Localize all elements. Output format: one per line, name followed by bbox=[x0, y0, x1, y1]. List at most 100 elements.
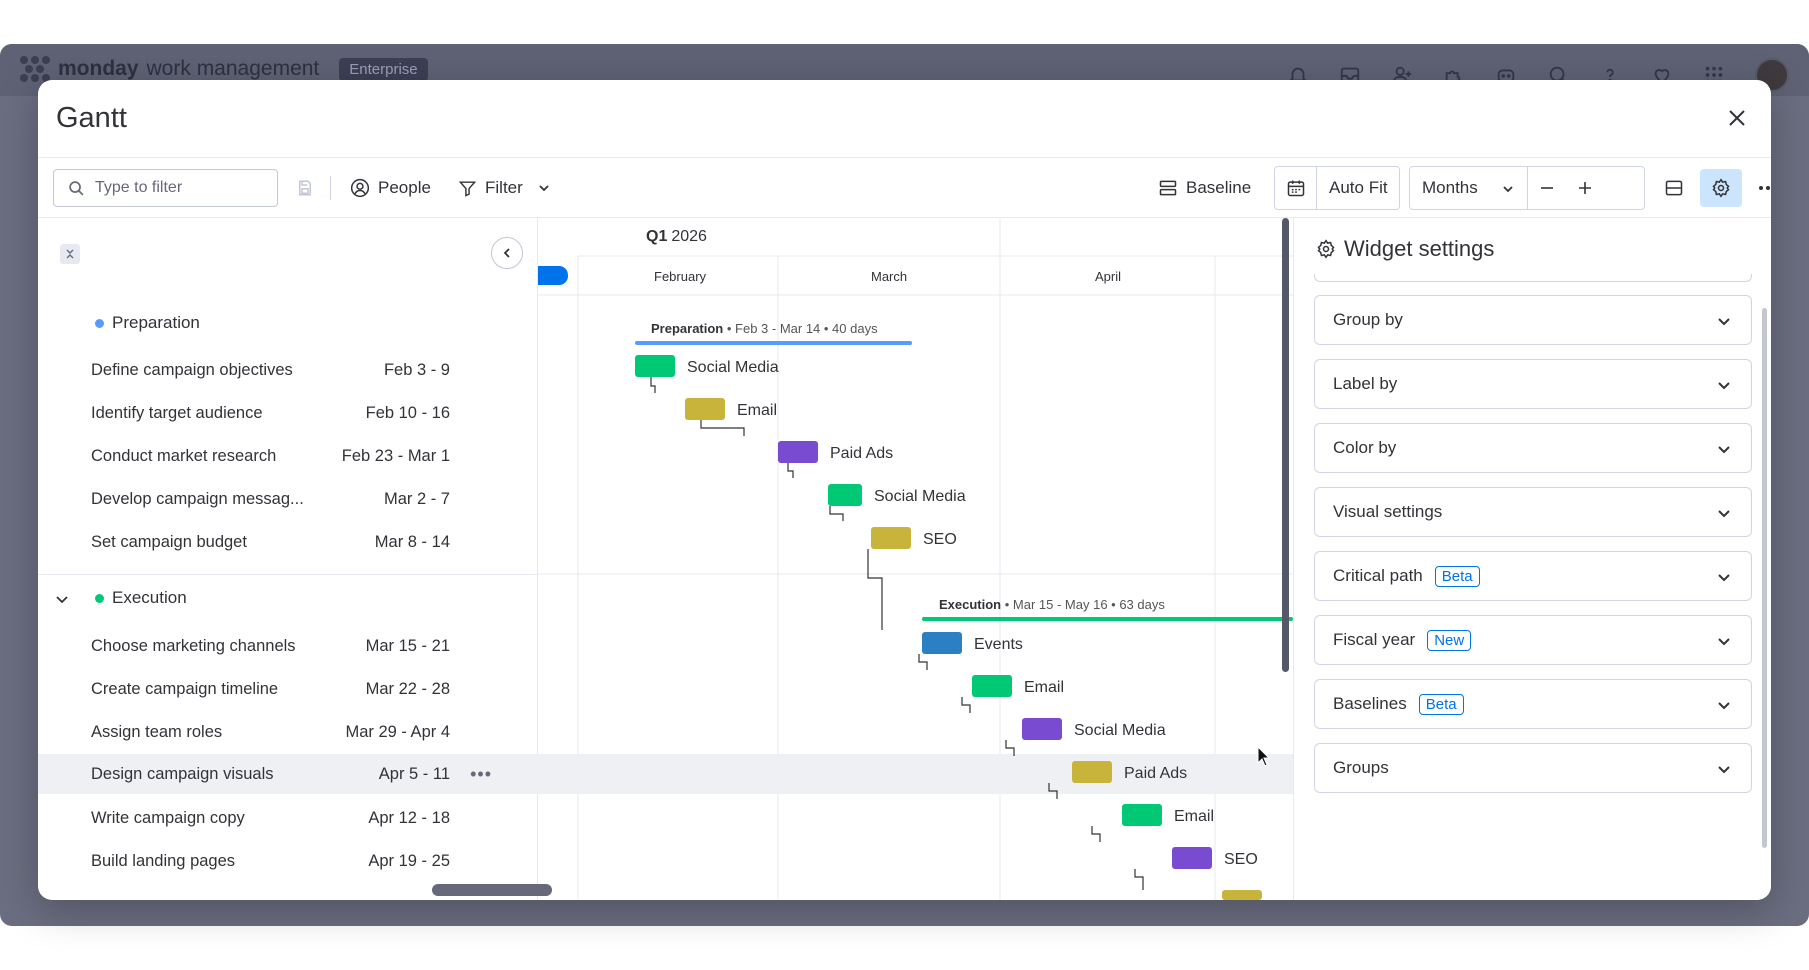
task-bar-label: Paid Ads bbox=[830, 445, 893, 462]
task-bar[interactable] bbox=[685, 398, 725, 420]
people-filter-button[interactable]: People bbox=[344, 169, 437, 207]
calendar-button[interactable] bbox=[1275, 167, 1317, 209]
save-icon bbox=[299, 180, 311, 196]
settings-item-label: Visual settings bbox=[1333, 502, 1443, 521]
task-bar[interactable] bbox=[922, 632, 962, 654]
settings-fiscal-year[interactable]: Fiscal year New bbox=[1314, 615, 1752, 665]
task-date: Mar 15 - 21 bbox=[365, 637, 450, 655]
zoom-out-button[interactable] bbox=[1528, 167, 1566, 209]
task-row[interactable]: Develop campaign messag... Mar 2 - 7 bbox=[38, 481, 538, 518]
group-summary-execution: Execution • Mar 15 - May 16 • 63 days bbox=[939, 597, 1165, 612]
settings-baselines[interactable]: Baselines Beta bbox=[1314, 679, 1752, 729]
chevron-down-icon bbox=[1718, 766, 1730, 774]
task-row[interactable]: Build landing pages Apr 19 - 25 bbox=[38, 843, 538, 880]
task-bar[interactable] bbox=[871, 527, 911, 549]
group-header-preparation[interactable]: Preparation bbox=[38, 303, 538, 343]
heart-icon[interactable] bbox=[1651, 64, 1673, 86]
task-bar-group[interactable]: Social Media bbox=[635, 355, 779, 377]
modal-title: Gantt bbox=[56, 102, 127, 134]
chevron-down-icon[interactable] bbox=[54, 591, 70, 607]
group-bar-preparation[interactable] bbox=[635, 341, 912, 345]
settings-group-by[interactable]: Group by bbox=[1314, 295, 1752, 345]
chevron-down-icon bbox=[539, 185, 549, 192]
task-bar[interactable] bbox=[635, 355, 675, 377]
task-bar-partial[interactable] bbox=[1222, 890, 1262, 900]
settings-color-by[interactable]: Color by bbox=[1314, 423, 1752, 473]
task-row[interactable]: Set campaign budget Mar 8 - 14 bbox=[38, 524, 538, 561]
close-icon bbox=[1729, 110, 1745, 126]
task-bar-group[interactable]: Paid Ads bbox=[778, 441, 893, 463]
settings-label-by[interactable]: Label by bbox=[1314, 359, 1752, 409]
split-view-icon bbox=[1665, 180, 1683, 196]
task-bar-group[interactable]: Email bbox=[685, 398, 777, 420]
task-row[interactable]: Define campaign objectives Feb 3 - 9 bbox=[38, 352, 538, 389]
settings-visual-settings[interactable]: Visual settings bbox=[1314, 487, 1752, 537]
brand-sub: work management bbox=[146, 57, 320, 80]
invite-icon[interactable] bbox=[1391, 64, 1413, 86]
chevron-down-icon bbox=[1718, 574, 1730, 582]
task-bar[interactable] bbox=[778, 441, 818, 463]
task-bar-label: Email bbox=[1024, 679, 1064, 696]
task-row[interactable]: Write campaign copy Apr 12 - 18 bbox=[38, 800, 538, 837]
monday-logo-icon bbox=[20, 56, 50, 82]
task-bar[interactable] bbox=[1022, 718, 1062, 740]
task-row-hovered[interactable]: Design campaign visuals Apr 5 - 11 ••• bbox=[38, 754, 538, 794]
minus-icon bbox=[1541, 187, 1553, 189]
more-options-button[interactable] bbox=[1750, 169, 1771, 207]
settings-item-label: Group by bbox=[1333, 310, 1403, 329]
collapse-pane-button[interactable] bbox=[491, 237, 523, 269]
task-bar-group[interactable]: Events bbox=[922, 632, 1023, 654]
task-bar[interactable] bbox=[1072, 761, 1112, 783]
task-bar-label: Email bbox=[737, 402, 777, 419]
scroll-to-today-marker[interactable] bbox=[538, 266, 568, 285]
task-row[interactable]: Assign team roles Mar 29 - Apr 4 bbox=[38, 714, 538, 751]
task-bar[interactable] bbox=[1172, 847, 1212, 869]
task-row[interactable]: Identify target audience Feb 10 - 16 bbox=[38, 395, 538, 432]
month-label: February bbox=[654, 269, 707, 284]
quarter-bold: Q1 bbox=[646, 228, 667, 245]
widget-settings-button[interactable] bbox=[1700, 169, 1742, 207]
filter-button[interactable]: Filter bbox=[452, 169, 557, 207]
chevron-down-icon bbox=[1718, 510, 1730, 518]
task-bar-group[interactable]: Email bbox=[1122, 804, 1214, 826]
plus-icon bbox=[1579, 182, 1591, 194]
task-bar[interactable] bbox=[1122, 804, 1162, 826]
mouse-cursor-icon bbox=[1257, 745, 1271, 767]
task-bar-group[interactable]: Paid Ads bbox=[1072, 761, 1187, 783]
settings-item-label: Fiscal year bbox=[1333, 630, 1416, 649]
task-row[interactable]: Choose marketing channels Mar 15 - 21 bbox=[38, 628, 538, 665]
settings-item-label: Groups bbox=[1333, 758, 1389, 777]
horizontal-scrollbar[interactable] bbox=[432, 884, 552, 896]
zoom-in-button[interactable] bbox=[1566, 167, 1604, 209]
task-bar-group[interactable]: SEO bbox=[1172, 847, 1258, 869]
dependency-line bbox=[867, 549, 883, 630]
task-bar[interactable] bbox=[972, 675, 1012, 697]
beta-badge: Beta bbox=[1434, 565, 1480, 587]
task-bar[interactable] bbox=[828, 484, 862, 506]
task-bar-group[interactable]: SEO bbox=[871, 527, 957, 549]
settings-scrollbar[interactable] bbox=[1762, 308, 1767, 848]
task-bar-group[interactable]: Email bbox=[972, 675, 1064, 697]
zoom-select[interactable]: Months bbox=[1410, 167, 1528, 209]
gantt-vertical-scrollbar[interactable] bbox=[1282, 218, 1289, 672]
task-name: Assign team roles bbox=[91, 723, 223, 741]
settings-item-partial bbox=[1314, 274, 1752, 282]
search-input[interactable] bbox=[95, 179, 255, 197]
auto-fit-button[interactable]: Auto Fit bbox=[1329, 178, 1388, 197]
close-button[interactable] bbox=[1723, 104, 1751, 132]
settings-critical-path[interactable]: Critical path Beta bbox=[1314, 551, 1752, 601]
baseline-button[interactable]: Baseline bbox=[1152, 169, 1257, 207]
task-name: Develop campaign messag... bbox=[91, 490, 304, 508]
save-view-button[interactable] bbox=[290, 169, 320, 207]
task-name: Create campaign timeline bbox=[91, 680, 279, 698]
group-bar-execution[interactable] bbox=[922, 617, 1293, 621]
settings-groups[interactable]: Groups bbox=[1314, 743, 1752, 793]
task-row[interactable]: Create campaign timeline Mar 22 - 28 bbox=[38, 671, 538, 708]
task-bar-group[interactable]: Social Media bbox=[828, 484, 966, 506]
collapse-all-button[interactable] bbox=[60, 244, 80, 264]
group-header-execution[interactable]: Execution bbox=[38, 578, 538, 618]
task-bar-group[interactable]: Social Media bbox=[1022, 718, 1166, 740]
task-row[interactable]: Conduct market research Feb 23 - Mar 1 bbox=[38, 438, 538, 475]
layout-toggle-button[interactable] bbox=[1654, 169, 1694, 207]
row-more-icon[interactable]: ••• bbox=[470, 763, 492, 784]
